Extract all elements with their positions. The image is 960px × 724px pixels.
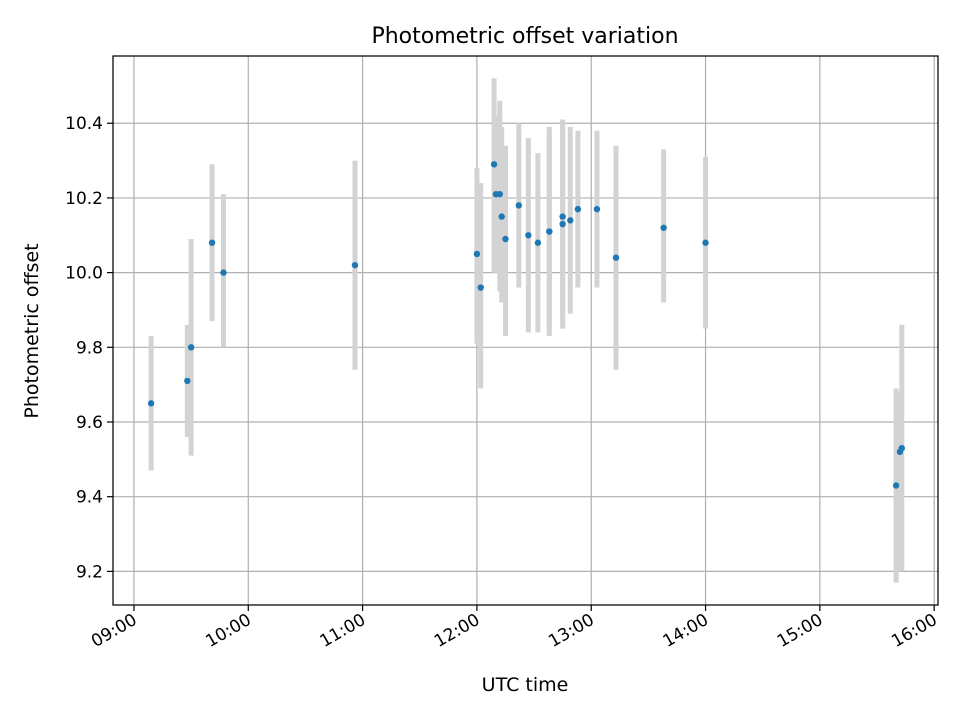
data-point — [898, 444, 905, 452]
data-point — [473, 250, 481, 258]
grid-layer — [113, 56, 938, 605]
x-axis-label: UTC time — [482, 674, 569, 696]
data-point — [559, 213, 566, 220]
data-point — [496, 190, 503, 198]
y-tick-label: 9.4 — [76, 488, 103, 508]
chart-title: Photometric offset variation — [371, 24, 678, 49]
y-tick-label: 10.2 — [65, 189, 103, 209]
y-axis-label: Photometric offset — [21, 243, 43, 418]
data-point — [612, 254, 620, 261]
x-tick-layer: 09:00 10:00 11:00 12:00 13:00 14:00 15:00 16:00 — [88, 605, 941, 652]
y-tick-label: 9.6 — [76, 413, 103, 433]
data-point — [477, 284, 484, 291]
x-tick-label: 11:00 — [317, 610, 369, 652]
data-point — [660, 224, 667, 231]
data-point — [702, 239, 709, 246]
data-point — [892, 482, 900, 489]
x-tick-label: 16:00 — [888, 610, 940, 652]
data-point — [220, 269, 227, 276]
errorbar-layer — [148, 78, 905, 583]
data-point — [502, 235, 509, 243]
x-tick-label: 10:00 — [202, 610, 254, 652]
point-layer — [147, 161, 905, 489]
data-point — [574, 205, 582, 213]
data-point — [498, 213, 505, 220]
data-point — [546, 228, 553, 235]
y-tick-label: 9.2 — [76, 562, 103, 582]
data-point — [184, 377, 191, 385]
x-tick-label: 15:00 — [774, 610, 826, 652]
y-tick-layer: 9.2 9.4 9.6 9.8 10.0 10.2 10.4 — [65, 114, 113, 582]
x-tick-label: 12:00 — [431, 610, 483, 652]
data-point — [593, 205, 601, 213]
x-tick-label: 09:00 — [88, 610, 140, 652]
x-tick-label: 14:00 — [660, 610, 712, 652]
data-point — [147, 400, 155, 407]
x-tick-label: 13:00 — [545, 610, 597, 652]
plot-frame — [112, 55, 939, 606]
data-point — [525, 232, 532, 239]
data-point — [567, 217, 574, 224]
data-point — [490, 161, 498, 168]
data-point — [208, 239, 216, 246]
y-tick-label: 10.4 — [65, 114, 103, 134]
y-tick-label: 9.8 — [76, 338, 103, 358]
data-point — [515, 202, 523, 209]
y-tick-label: 10.0 — [65, 264, 103, 284]
data-point — [187, 344, 195, 351]
data-point — [351, 261, 359, 269]
data-point — [534, 239, 542, 246]
data-point — [559, 220, 566, 228]
